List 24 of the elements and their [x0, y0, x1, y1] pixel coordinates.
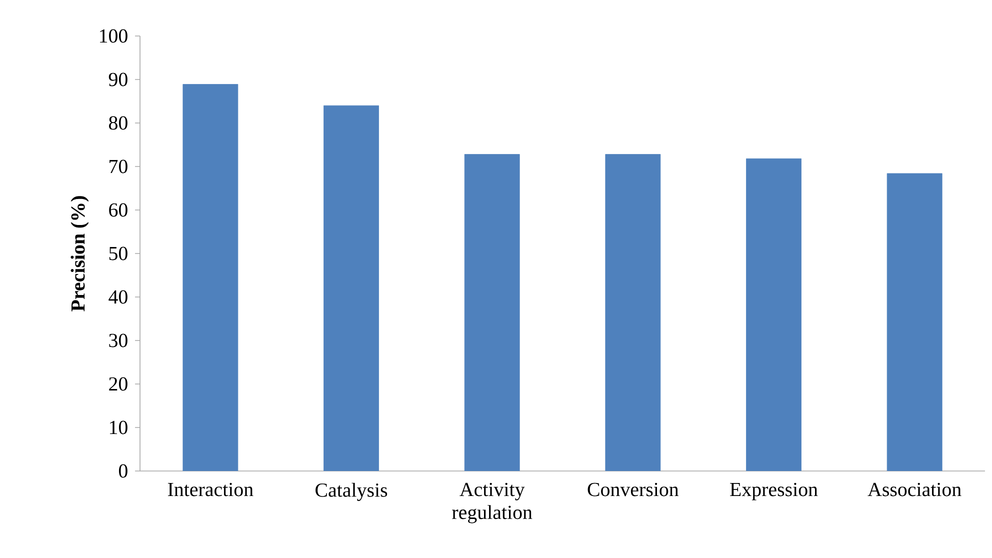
y-tick-label: 50 — [109, 246, 128, 260]
x-tick-label: Association — [868, 482, 962, 496]
bar — [886, 173, 942, 471]
y-tick-label: 20 — [109, 377, 128, 391]
bar — [324, 105, 379, 471]
y-tick-label: 30 — [109, 334, 128, 348]
bar — [182, 84, 238, 471]
x-tick-label: Interaction — [168, 482, 254, 496]
bar — [746, 158, 802, 471]
y-axis-title: Precision (%) — [70, 196, 89, 312]
y-tick-label: 60 — [109, 203, 128, 217]
y-tick-label: 0 — [118, 464, 128, 478]
y-tick-label: 10 — [110, 420, 128, 434]
bar — [464, 154, 520, 471]
y-tick-label: 40 — [108, 290, 128, 304]
x-tick-label: Activity regulation — [452, 482, 532, 524]
x-tick-label: Expression — [730, 482, 818, 500]
x-tick-label: Conversion — [588, 482, 679, 496]
x-tick-label: Catalysis — [316, 482, 388, 501]
y-tick-label: 100 — [100, 29, 128, 43]
y-tick-label: 80 — [109, 116, 128, 130]
bar — [605, 154, 661, 471]
y-tick-label: 70 — [110, 160, 128, 174]
y-tick-label: 90 — [108, 72, 128, 86]
